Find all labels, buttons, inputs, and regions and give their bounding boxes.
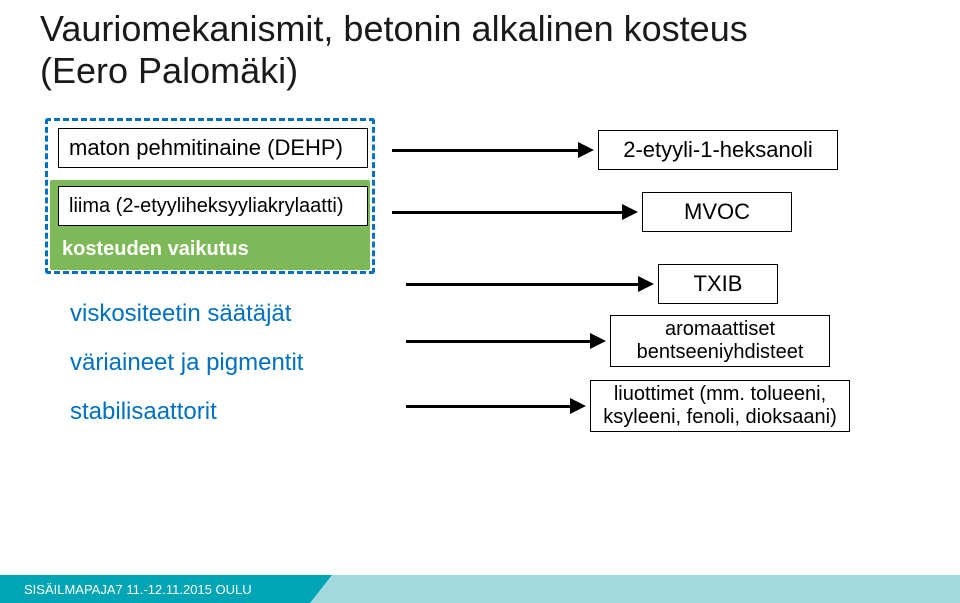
arrow-5-head-icon: [570, 398, 586, 414]
box-aromaattiset: aromaattiset bentseeniyhdisteet: [610, 315, 830, 367]
arrow-1-head-icon: [578, 142, 594, 158]
arrow-3-head-icon: [638, 276, 654, 292]
footer: SISÄILMAPAJA7 11.-12.11.2015 OULU: [0, 575, 960, 603]
arrow-4-head-icon: [590, 333, 606, 349]
box-liuottimet-label: liuottimet (mm. tolueeni, ksyleeni, feno…: [603, 383, 836, 429]
footer-light: [310, 575, 960, 603]
item-variaineet: väriaineet ja pigmentit: [70, 349, 303, 377]
footer-notch-icon: [310, 575, 332, 603]
box-txib-label: TXIB: [694, 271, 743, 297]
box-txib: TXIB: [658, 264, 778, 304]
box-dehp: maton pehmitinaine (DEHP): [58, 128, 368, 168]
footer-dark: SISÄILMAPAJA7 11.-12.11.2015 OULU: [0, 575, 310, 603]
slide: Vauriomekanismit, betonin alkalinen kost…: [0, 0, 960, 603]
arrow-3-stem: [406, 283, 638, 286]
box-mvoc-label: MVOC: [684, 199, 750, 225]
box-liuottimet: liuottimet (mm. tolueeni, ksyleeni, feno…: [590, 380, 850, 432]
arrow-5-stem: [406, 405, 570, 408]
page-title: Vauriomekanismit, betonin alkalinen kost…: [40, 8, 748, 93]
box-2eh: 2-etyyli-1-heksanoli: [598, 130, 838, 170]
box-liima: liima (2-etyyliheksyyliakrylaatti): [58, 186, 368, 226]
box-aromaattiset-label: aromaattiset bentseeniyhdisteet: [637, 318, 804, 364]
box-liima-label: liima (2-etyyliheksyyliakrylaatti): [69, 195, 344, 217]
title-line-2: (Eero Palomäki): [40, 50, 298, 91]
title-line-1: Vauriomekanismit, betonin alkalinen kost…: [40, 8, 748, 49]
box-mvoc: MVOC: [642, 192, 792, 232]
arrow-1-stem: [392, 149, 578, 152]
arrow-4-stem: [406, 340, 590, 343]
arrow-2-stem: [392, 211, 622, 214]
item-stabilisaattorit: stabilisaattorit: [70, 398, 217, 426]
box-dehp-label: maton pehmitinaine (DEHP): [69, 136, 343, 161]
arrow-2-head-icon: [622, 204, 638, 220]
box-2eh-label: 2-etyyli-1-heksanoli: [623, 137, 813, 163]
footer-text: SISÄILMAPAJA7 11.-12.11.2015 OULU: [24, 582, 252, 597]
item-viskositeetti: viskositeetin säätäjät: [70, 300, 291, 328]
moisture-label: kosteuden vaikutus: [62, 238, 249, 261]
